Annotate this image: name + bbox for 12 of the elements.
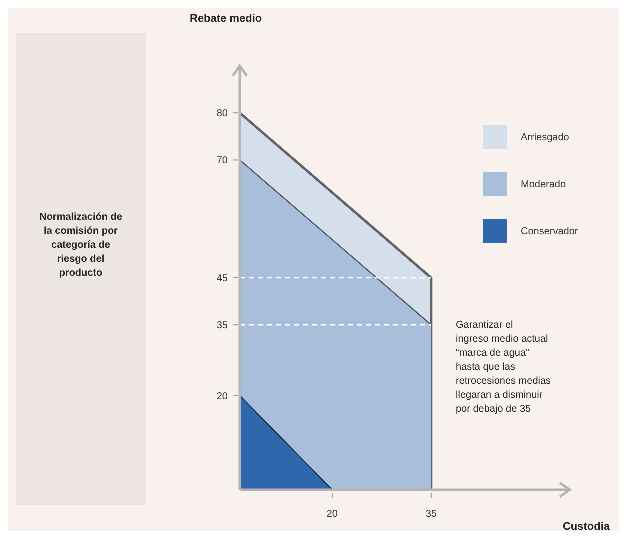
annotation: Garantizar el ingreso medio actual “marca de agua” hasta que las retrocesiones medias llegaran a disminuir por debajo de 35 bbox=[456, 320, 552, 415]
y-tick-label: 35 bbox=[216, 320, 228, 332]
legend-label: Conservador bbox=[521, 226, 579, 238]
x-axis-title: Custodia bbox=[562, 521, 611, 533]
y-axis-title: Rebate medio bbox=[190, 13, 262, 25]
y-tick-label: 20 bbox=[216, 391, 228, 402]
legend-label: Arriesgado bbox=[521, 132, 570, 144]
y-tick-label: 70 bbox=[216, 156, 228, 167]
legend-label: Moderado bbox=[521, 180, 566, 190]
text: Normalización de la comisión por categoría de riesgo del producto bbox=[40, 212, 123, 279]
y-tick-label: 80 bbox=[216, 108, 228, 120]
y-tick-label: 45 bbox=[216, 274, 228, 284]
